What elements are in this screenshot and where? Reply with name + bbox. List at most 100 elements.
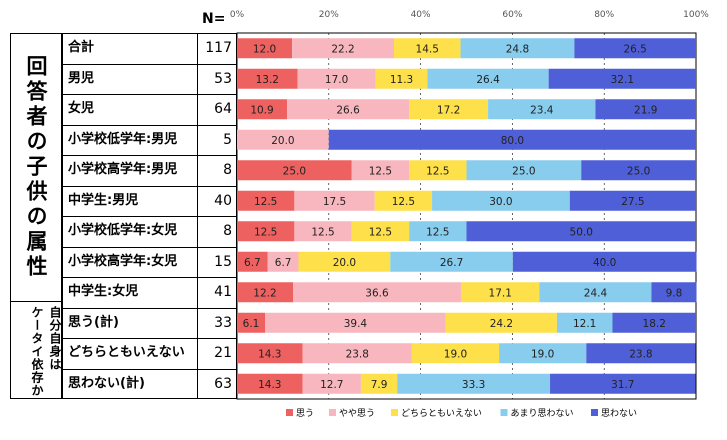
bar-segment: [466, 160, 582, 181]
bar-segment: [460, 38, 575, 59]
bar-data-label: 12.5: [254, 196, 277, 208]
row-label: 小学校高学年:女児: [68, 253, 178, 269]
bar-segment: [539, 282, 652, 303]
x-tick-label: 0%: [230, 10, 245, 20]
bar-data-label: 25.0: [627, 165, 650, 177]
bar-segment: [569, 190, 696, 211]
legend-label: あまり思わない: [511, 408, 574, 419]
row-divider: [62, 94, 237, 95]
x-tick-label: 60%: [502, 10, 522, 20]
legend-swatch: [591, 409, 598, 416]
row-label: 小学校低学年:男児: [68, 131, 178, 147]
row-n-value: 5: [223, 131, 232, 148]
bar-segment: [409, 221, 467, 242]
bar-data-label: 10.9: [250, 104, 273, 116]
bar-segment: [460, 282, 540, 303]
bar-data-label: 12.0: [253, 43, 276, 55]
bar-segment: [237, 282, 293, 303]
bar-data-label: 14.5: [416, 43, 439, 55]
row-n-value: 21: [214, 345, 232, 361]
bar-data-label: 26.5: [623, 43, 646, 55]
row-label: 小学校低学年:女児: [68, 223, 178, 238]
row-divider: [62, 63, 237, 65]
row-n-value: 40: [214, 192, 232, 209]
bar-segment: [264, 312, 446, 333]
row-n-value: 15: [214, 253, 232, 270]
group-label-dependency-sub: 自分自身は: [48, 306, 62, 371]
bar-segment: [292, 282, 461, 303]
bar-data-label: 6.7: [275, 257, 292, 269]
bar-data-label: 50.0: [570, 226, 593, 238]
bar-segment: [360, 373, 398, 394]
plot-frame: [236, 32, 697, 400]
bar-segment: [237, 190, 295, 211]
bar-data-label: 19.0: [444, 348, 467, 360]
bar-segment: [595, 99, 696, 120]
bar-data-label: 32.1: [611, 74, 634, 86]
bar-data-label: 17.5: [323, 196, 346, 208]
bar-data-label: 12.5: [392, 196, 415, 208]
bar-data-label: 12.5: [311, 226, 334, 238]
x-tick-label: 100%: [683, 10, 709, 20]
bar-segment: [302, 373, 361, 394]
bar-data-label: 23.4: [530, 104, 554, 116]
row-n-value: 41: [214, 284, 232, 300]
bar-segment: [550, 373, 696, 394]
bar-data-label: 20.0: [271, 135, 294, 147]
bar-data-label: 31.7: [611, 379, 634, 391]
bar-segment: [409, 160, 467, 181]
bar-segment: [351, 160, 410, 181]
bar-segment: [393, 38, 461, 59]
row-label: 女児: [68, 101, 95, 116]
group-label-dependency: ケータイ依存か 自分自身は: [10, 301, 62, 399]
row-n-value: 117: [205, 40, 232, 56]
bar-data-label: 17.2: [437, 104, 460, 116]
row-divider: [62, 216, 237, 217]
bar-segment: [237, 312, 265, 333]
bar-segment: [375, 68, 428, 89]
bar-data-label: 23.8: [629, 348, 652, 360]
row-divider: [62, 277, 237, 278]
row-divider: [62, 368, 237, 370]
bar-data-label: 21.9: [634, 104, 657, 116]
bar-data-label: 18.2: [643, 318, 666, 330]
row-label: 思わない(計): [68, 375, 145, 391]
bar-data-label: 12.5: [426, 226, 449, 238]
column-divider: [62, 33, 63, 399]
bar-segment: [512, 251, 697, 272]
bar-segment: [302, 343, 412, 364]
bar-data-label: 12.5: [254, 226, 277, 238]
bar-segment: [267, 251, 299, 272]
row-label: 小学校高学年:男児: [68, 162, 178, 177]
bar-data-label: 24.8: [506, 43, 529, 55]
row-label: 中学生:女児: [68, 284, 139, 299]
bar-segment: [298, 251, 391, 272]
legend-swatch: [286, 409, 293, 416]
row-label: 思う(計): [68, 314, 119, 330]
bar-data-label: 6.1: [243, 318, 260, 330]
legend-swatch: [391, 409, 398, 416]
x-tick-label: 80%: [594, 10, 614, 20]
bar-data-label: 19.0: [531, 348, 554, 360]
bar-segment: [287, 99, 410, 120]
group-label-dependency-main: ケータイ依存か: [30, 306, 44, 397]
bar-segment: [574, 38, 696, 59]
bar-data-label: 25.0: [283, 165, 306, 177]
bar-data-label: 26.4: [476, 74, 500, 86]
bar-segment: [237, 99, 288, 120]
legend-label: 思わない: [601, 408, 637, 419]
bar-segment: [237, 373, 303, 394]
row-divider: [62, 124, 237, 126]
bar-segment: [548, 68, 696, 89]
bar-segment: [237, 221, 295, 242]
row-n-value: 53: [214, 70, 232, 87]
n-header-label: N=: [202, 11, 226, 27]
bar-data-label: 30.0: [489, 196, 512, 208]
bar-data-label: 80.0: [501, 135, 524, 147]
bar-segment: [237, 343, 303, 364]
bar-data-label: 22.2: [331, 43, 354, 55]
bar-data-label: 13.2: [256, 74, 279, 86]
legend-label: やや思う: [339, 408, 375, 419]
row-divider: [62, 307, 237, 309]
bar-segment: [328, 129, 696, 150]
